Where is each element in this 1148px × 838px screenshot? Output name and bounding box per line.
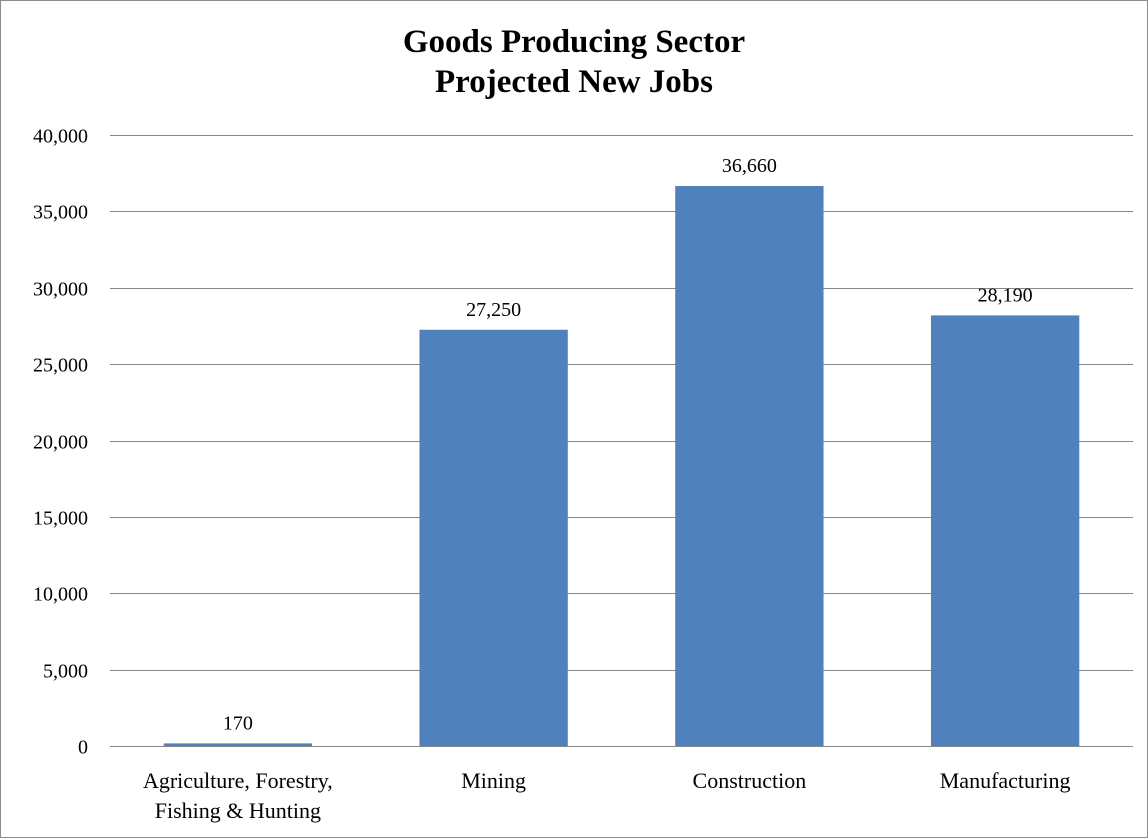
y-tick-label: 30,000 <box>33 279 88 301</box>
y-tick-label: 0 <box>78 737 88 759</box>
chart-title-line-2: Projected New Jobs <box>435 64 713 100</box>
chart-title: Goods Producing Sector Projected New Job… <box>0 22 1148 102</box>
bar <box>930 315 1080 746</box>
bars <box>163 186 1080 746</box>
y-tick-label: 40,000 <box>33 126 88 148</box>
bar <box>675 186 824 746</box>
y-tick-label: 20,000 <box>33 432 88 454</box>
x-category-label: Agriculture, Forestry, <box>143 768 333 793</box>
y-axis-tick-labels: 0 5,000 10,000 15,000 20,000 25,000 30,000 35,0… <box>33 126 88 759</box>
bar <box>419 329 568 746</box>
x-category-label: Manufacturing <box>940 768 1071 793</box>
data-labels: 170 27,250 36,660 28,190 <box>223 155 1033 734</box>
bar-value-label: 36,660 <box>722 155 777 177</box>
bar-value-label: 27,250 <box>466 299 521 321</box>
bar <box>163 743 313 746</box>
y-tick-label: 35,000 <box>33 202 88 224</box>
chart-title-line-1: Goods Producing Sector <box>402 24 746 60</box>
y-tick-label: 5,000 <box>43 661 88 683</box>
x-category-label: Mining <box>461 768 526 793</box>
y-tick-label: 25,000 <box>33 355 88 377</box>
x-category-label: Construction <box>693 768 807 793</box>
bar-value-label: 170 <box>223 712 253 734</box>
y-tick-label: 10,000 <box>33 584 88 606</box>
x-category-label: Fishing & Hunting <box>155 798 321 823</box>
bar-value-label: 28,190 <box>978 284 1033 306</box>
y-tick-label: 15,000 <box>33 508 88 530</box>
x-axis-category-labels: Agriculture, Forestry, Fishing & Hunting M… <box>143 768 1071 823</box>
